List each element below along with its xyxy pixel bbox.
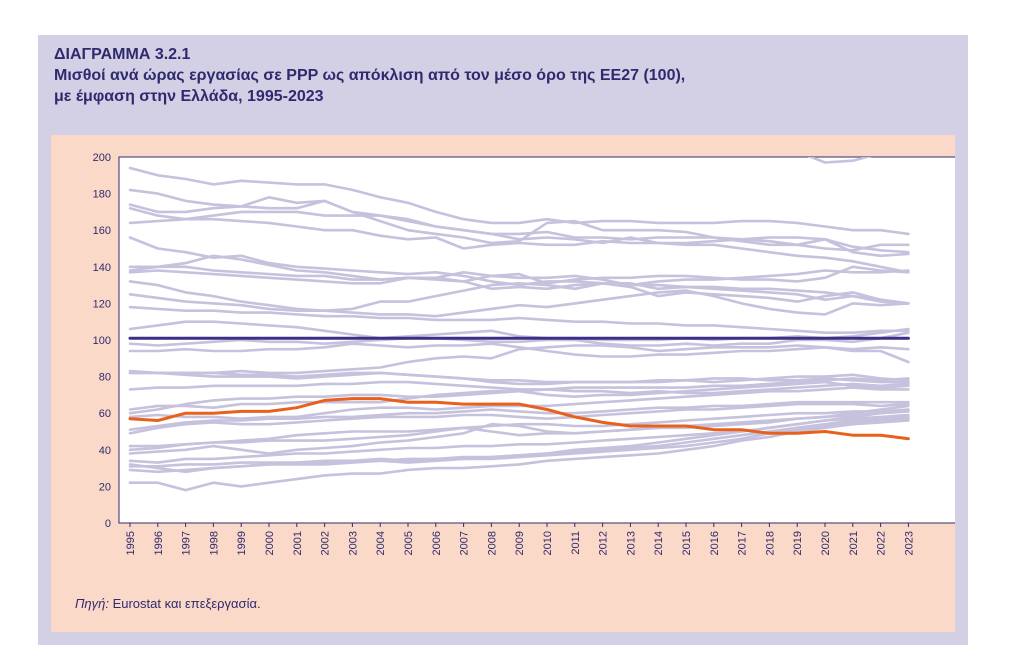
figure-caption: ΔΙΑΓΡΑΜΜΑ 3.2.1 Μισθοί ανά ώρας εργασίας… bbox=[54, 45, 685, 107]
x-tick-label: 2002 bbox=[320, 531, 332, 555]
figure-number: ΔΙΑΓΡΑΜΜΑ 3.2.1 bbox=[54, 46, 191, 63]
x-tick-label: 2017 bbox=[737, 531, 749, 555]
x-tick-label: 2020 bbox=[820, 531, 832, 555]
y-tick-label: 140 bbox=[93, 262, 111, 274]
country-series-line bbox=[128, 280, 910, 318]
country-series-line bbox=[128, 265, 910, 285]
x-tick-label: 2004 bbox=[375, 531, 387, 555]
country-series-line bbox=[128, 377, 910, 391]
y-tick-label: 60 bbox=[99, 408, 111, 420]
x-tick-label: 2018 bbox=[764, 531, 776, 555]
x-tick-label: 1997 bbox=[181, 531, 193, 555]
x-tick-label: 2013 bbox=[625, 531, 637, 555]
x-tick-label: 1999 bbox=[236, 531, 248, 555]
y-tick-label: 160 bbox=[93, 225, 111, 237]
x-tick-label: 2007 bbox=[459, 531, 471, 555]
x-tick-label: 2001 bbox=[292, 531, 304, 555]
country-series-line bbox=[128, 236, 910, 305]
country-series-line bbox=[128, 400, 910, 431]
x-tick-label: 1995 bbox=[125, 531, 137, 555]
y-tick-label: 200 bbox=[93, 152, 111, 164]
source-text: Eurostat και επεξεργασία. bbox=[108, 596, 261, 611]
x-tick-label: 2012 bbox=[598, 531, 610, 555]
x-tick-label: 2003 bbox=[347, 531, 359, 555]
greece-series-line bbox=[128, 397, 910, 441]
country-series-line bbox=[128, 386, 910, 420]
country-series-line bbox=[128, 371, 910, 386]
x-tick-label: 2015 bbox=[681, 531, 693, 555]
y-tick-label: 80 bbox=[99, 372, 111, 384]
country-series-line bbox=[128, 342, 910, 364]
y-tick-label: 0 bbox=[105, 518, 111, 530]
y-tick-label: 100 bbox=[93, 335, 111, 347]
y-tick-label: 180 bbox=[93, 189, 111, 201]
country-series-line bbox=[128, 217, 910, 274]
x-tick-label: 2000 bbox=[264, 531, 276, 555]
country-series-line bbox=[128, 166, 910, 236]
x-tick-label: 2021 bbox=[848, 531, 860, 555]
series-group bbox=[128, 157, 910, 492]
country-series-line bbox=[128, 254, 910, 287]
country-series-line bbox=[128, 404, 910, 455]
x-tick-label: 2006 bbox=[431, 531, 443, 555]
figure-title-line-2: με έμφαση στην Ελλάδα, 1995-2023 bbox=[54, 88, 324, 105]
source-label: Πηγή: bbox=[75, 596, 109, 611]
x-tick-label: 2022 bbox=[876, 531, 888, 555]
y-tick-label: 120 bbox=[93, 298, 111, 310]
x-tick-label: 2014 bbox=[653, 531, 665, 555]
source-note: Πηγή: Eurostat και επεξεργασία. bbox=[75, 596, 261, 611]
country-series-line bbox=[128, 419, 910, 492]
country-series-line bbox=[128, 344, 910, 375]
country-series-line bbox=[128, 196, 910, 258]
x-tick-label: 2011 bbox=[570, 531, 582, 555]
y-tick-label: 40 bbox=[99, 445, 111, 457]
x-tick-label: 2008 bbox=[486, 531, 498, 555]
y-tick-label: 20 bbox=[99, 481, 111, 493]
country-series-line bbox=[128, 415, 910, 474]
chart-panel: 0 20 40 60 80 100 120 140 160 180 200 1995 1996 1997 1… bbox=[51, 135, 955, 632]
x-tick-label: 2023 bbox=[903, 531, 915, 555]
figure-frame: ΔΙΑΓΡΑΜΜΑ 3.2.1 Μισθοί ανά ώρας εργασίας… bbox=[38, 35, 968, 645]
country-series-line bbox=[128, 188, 910, 252]
x-tick-label: 1998 bbox=[208, 531, 220, 555]
country-series-line bbox=[128, 282, 910, 312]
figure-title-line-1: Μισθοί ανά ώρας εργασίας σε PPP ως απόκλ… bbox=[54, 67, 686, 84]
country-series-line bbox=[128, 331, 910, 347]
x-tick-label: 1996 bbox=[153, 531, 165, 555]
x-tick-label: 2019 bbox=[792, 531, 804, 555]
x-tick-label: 2005 bbox=[403, 531, 415, 555]
country-series-line bbox=[128, 402, 910, 435]
x-tick-label: 2009 bbox=[514, 531, 526, 555]
country-series-line bbox=[128, 305, 910, 334]
country-series-line bbox=[128, 371, 910, 384]
x-tick-label: 2010 bbox=[542, 531, 554, 555]
country-series-line bbox=[128, 206, 910, 254]
country-series-line bbox=[128, 382, 910, 415]
country-series-line bbox=[128, 408, 910, 448]
line-chart: 0 20 40 60 80 100 120 140 160 180 200 1995 1996 1997 1… bbox=[93, 152, 955, 555]
country-series-line bbox=[128, 265, 910, 305]
x-tick-label: 2016 bbox=[709, 531, 721, 555]
